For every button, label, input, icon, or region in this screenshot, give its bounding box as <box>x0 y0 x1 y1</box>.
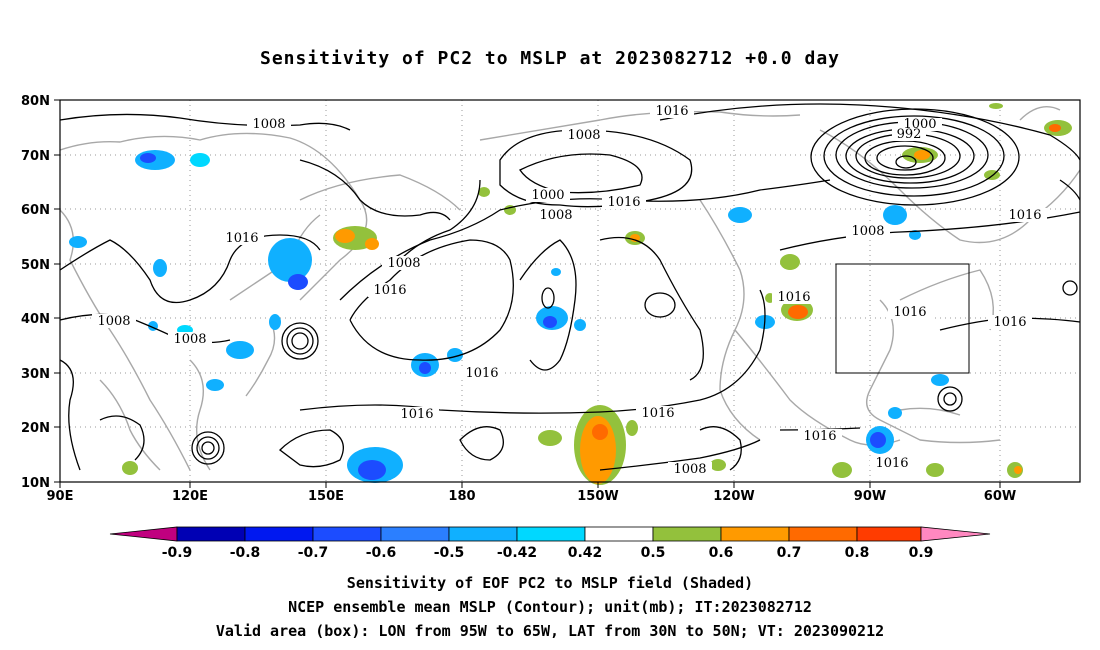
contour-label: 1016 <box>777 290 810 305</box>
colorbar-low-triangle <box>109 526 178 542</box>
colorbar-segment <box>448 526 518 542</box>
lon-label: 120W <box>713 489 754 504</box>
contour-label: 1016 <box>803 429 836 444</box>
contour-label: 1016 <box>465 366 498 381</box>
lon-label: 150E <box>308 489 344 504</box>
contour-label: 1000 <box>531 188 564 203</box>
caption-line-3: Valid area (box): LON from 95W to 65W, L… <box>215 622 885 640</box>
lat-label: 10N <box>21 476 50 491</box>
contour-label: 1016 <box>893 305 926 320</box>
lat-label: 50N <box>21 258 50 273</box>
lon-label: 90E <box>47 489 74 504</box>
contour-label: 1016 <box>641 406 674 421</box>
colorbar-segment <box>856 526 922 542</box>
contour-label: 1008 <box>567 128 600 143</box>
colorbar-segment <box>244 526 314 542</box>
caption-line-2: NCEP ensemble mean MSLP (Contour); unit(… <box>288 598 812 616</box>
contour-label: 1008 <box>97 314 130 329</box>
colorbar-label: 0.9 <box>909 545 934 561</box>
colorbar: -0.9 -0.8 -0.7 -0.6 -0.5 -0.42 0.42 0.5 … <box>109 526 991 561</box>
contour-label: 1016 <box>373 283 406 298</box>
colorbar-segment <box>584 526 654 542</box>
lon-label: 60W <box>984 489 1016 504</box>
lat-label: 70N <box>21 149 50 164</box>
contour-label: 1016 <box>1008 208 1041 223</box>
colorbar-segment <box>788 526 858 542</box>
latitude-labels: 80N 70N 60N 50N 40N 30N 20N 10N <box>21 94 50 491</box>
colorbar-label: -0.8 <box>230 545 261 561</box>
colorbar-label: -0.9 <box>162 545 193 561</box>
lat-label: 40N <box>21 312 50 327</box>
colorbar-label: 0.7 <box>777 545 802 561</box>
lat-label: 30N <box>21 367 50 382</box>
colorbar-label: -0.7 <box>298 545 329 561</box>
contour-labels: 1008 1016 1008 1000 992 1000 1008 1016 1… <box>92 104 1047 477</box>
colorbar-segment <box>516 526 586 542</box>
contour-label: 1016 <box>655 104 688 119</box>
colorbar-label: 0.8 <box>845 545 870 561</box>
colorbar-label: -0.6 <box>366 545 397 561</box>
valid-area-box <box>835 263 970 374</box>
contour-label: 1016 <box>225 231 258 246</box>
contour-label: 1016 <box>993 315 1026 330</box>
map-title: Sensitivity of PC2 to MSLP at 2023082712… <box>259 48 840 69</box>
colorbar-segment <box>176 526 246 542</box>
colorbar-label: -0.42 <box>497 545 537 561</box>
colorbar-label: 0.42 <box>568 545 603 561</box>
contour-label: 1008 <box>252 117 285 132</box>
lon-label: 120E <box>172 489 208 504</box>
contour-label: 1008 <box>673 462 706 477</box>
contour-label: 1016 <box>875 456 908 471</box>
colorbar-segment <box>720 526 790 542</box>
colorbar-label: 0.6 <box>709 545 734 561</box>
contour-label: 1008 <box>851 224 884 239</box>
colorbar-segment <box>652 526 722 542</box>
colorbar-segment <box>380 526 450 542</box>
colorbar-segment <box>312 526 382 542</box>
lat-label: 20N <box>21 421 50 436</box>
mslp-contours <box>59 103 1081 471</box>
lat-label: 80N <box>21 94 50 109</box>
contour-label: 1008 <box>173 332 206 347</box>
shaded-sensitivity <box>69 103 1072 485</box>
contour-label: 1016 <box>400 407 433 422</box>
lon-label: 90W <box>854 489 886 504</box>
contour-label: 1008 <box>539 208 572 223</box>
colorbar-label: 0.5 <box>641 545 666 561</box>
map-border <box>59 99 1081 483</box>
map-frame <box>60 100 1080 482</box>
lon-label: 150W <box>577 489 618 504</box>
contour-label: 1016 <box>607 195 640 210</box>
axis-ticks <box>54 99 1001 488</box>
colorbar-high-triangle <box>920 526 991 542</box>
longitude-labels: 90E 120E 150E 180 150W 120W 90W 60W <box>47 489 1017 504</box>
caption-line-1: Sensitivity of EOF PC2 to MSLP field (Sh… <box>346 574 754 592</box>
contour-label: 1008 <box>387 256 420 271</box>
colorbar-label: -0.5 <box>434 545 465 561</box>
lat-label: 60N <box>21 203 50 218</box>
lon-label: 180 <box>448 489 475 504</box>
contour-label: 992 <box>897 127 922 142</box>
